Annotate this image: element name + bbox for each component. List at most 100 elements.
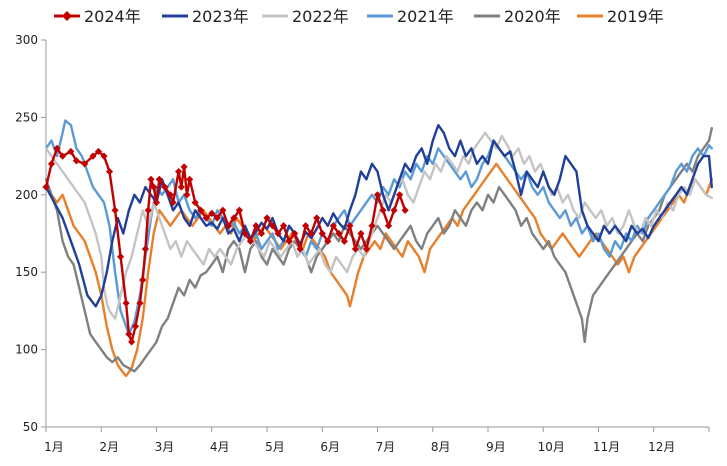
data-point xyxy=(235,206,243,214)
data-point xyxy=(191,198,199,207)
data-point xyxy=(169,198,177,207)
series-line-2020 xyxy=(44,126,713,373)
data-point xyxy=(177,183,185,191)
data-point xyxy=(340,237,348,245)
data-point xyxy=(128,338,136,346)
data-point xyxy=(252,222,260,230)
data-point xyxy=(241,229,249,238)
y-tick-label: 200 xyxy=(15,188,38,202)
x-axis-ticks: 1月 2月 3月 4月 5月 6月 7月 8月 9月 10月 11月 12月 xyxy=(44,427,710,454)
data-point xyxy=(116,253,125,261)
data-point xyxy=(384,222,393,230)
legend-label: 2023年 xyxy=(192,7,249,26)
series-line-2023 xyxy=(44,123,713,308)
data-point xyxy=(401,206,409,214)
data-point xyxy=(180,163,188,171)
data-point xyxy=(100,152,108,160)
legend-label: 2021年 xyxy=(397,7,454,26)
data-point xyxy=(379,206,387,214)
data-point xyxy=(373,191,382,199)
y-tick-label: 50 xyxy=(23,420,38,434)
x-tick-label: 12月 xyxy=(648,440,675,454)
data-point xyxy=(274,229,282,238)
data-point xyxy=(131,322,140,330)
data-point xyxy=(351,245,359,253)
x-tick-label: 2月 xyxy=(99,440,119,454)
data-point xyxy=(53,144,61,152)
data-point xyxy=(307,229,315,238)
y-tick-label: 100 xyxy=(15,343,38,357)
data-point xyxy=(285,237,293,245)
series-2024 xyxy=(42,144,409,346)
data-point xyxy=(213,214,221,222)
data-point xyxy=(111,206,119,214)
data-point xyxy=(324,237,332,245)
series-layer xyxy=(42,119,713,378)
data-point xyxy=(58,152,67,160)
series-line-2024 xyxy=(44,147,407,344)
data-point xyxy=(263,214,271,222)
data-point xyxy=(89,152,97,160)
legend-item-2023: 2023年 xyxy=(162,7,249,26)
data-point xyxy=(230,214,238,222)
data-point xyxy=(166,191,174,199)
data-point xyxy=(197,206,205,214)
data-point xyxy=(390,206,398,214)
legend-label: 2024年 xyxy=(84,7,141,26)
series-2020 xyxy=(44,126,713,373)
data-point xyxy=(81,160,89,168)
legend-item-2019: 2019年 xyxy=(577,7,664,26)
legend-item-2022: 2022年 xyxy=(262,7,349,26)
data-point xyxy=(219,206,227,214)
data-point xyxy=(246,237,255,245)
data-point xyxy=(318,229,326,238)
data-point xyxy=(313,214,321,222)
data-point xyxy=(150,183,158,191)
data-point xyxy=(122,299,130,307)
y-tick-label: 250 xyxy=(15,110,38,124)
data-point xyxy=(147,175,155,183)
data-point xyxy=(357,229,365,238)
data-point xyxy=(183,191,191,199)
data-point xyxy=(47,160,56,168)
data-point xyxy=(291,229,299,238)
x-tick-label: 10月 xyxy=(538,440,565,454)
data-point xyxy=(296,245,304,253)
x-tick-label: 3月 xyxy=(155,440,175,454)
x-tick-label: 7月 xyxy=(376,440,396,454)
x-tick-label: 4月 xyxy=(210,440,230,454)
legend-item-2024: 2024年 xyxy=(54,7,141,26)
legend-item-2021: 2021年 xyxy=(367,7,454,26)
data-point xyxy=(329,222,337,230)
x-tick-label: 11月 xyxy=(593,440,620,454)
data-point xyxy=(202,214,210,222)
data-point xyxy=(362,245,371,253)
x-tick-label: 5月 xyxy=(265,440,285,454)
x-tick-label: 8月 xyxy=(431,440,451,454)
legend-label: 2020年 xyxy=(504,7,561,26)
legend-marker xyxy=(62,11,72,21)
data-point xyxy=(94,147,103,156)
data-point xyxy=(396,191,404,199)
y-tick-label: 150 xyxy=(15,265,38,279)
legend-label: 2022年 xyxy=(292,7,349,26)
data-point xyxy=(161,183,169,191)
series-2023 xyxy=(44,123,713,308)
data-point xyxy=(268,222,277,230)
data-point xyxy=(368,222,376,230)
x-tick-label: 1月 xyxy=(44,440,64,454)
chart-legend: 2024年 2023年 2022年 2021年 2020年 2019年 xyxy=(54,7,664,26)
data-point xyxy=(141,245,150,253)
data-point xyxy=(302,222,310,230)
legend-item-2020: 2020年 xyxy=(474,7,561,26)
y-axis-ticks: 50 100 150 200 250 300 xyxy=(15,33,46,434)
data-point xyxy=(186,175,194,183)
data-point xyxy=(72,157,80,165)
data-point xyxy=(155,175,163,183)
data-point xyxy=(144,206,152,214)
x-tick-label: 6月 xyxy=(320,440,340,454)
data-point xyxy=(139,276,147,284)
data-point xyxy=(279,222,288,230)
